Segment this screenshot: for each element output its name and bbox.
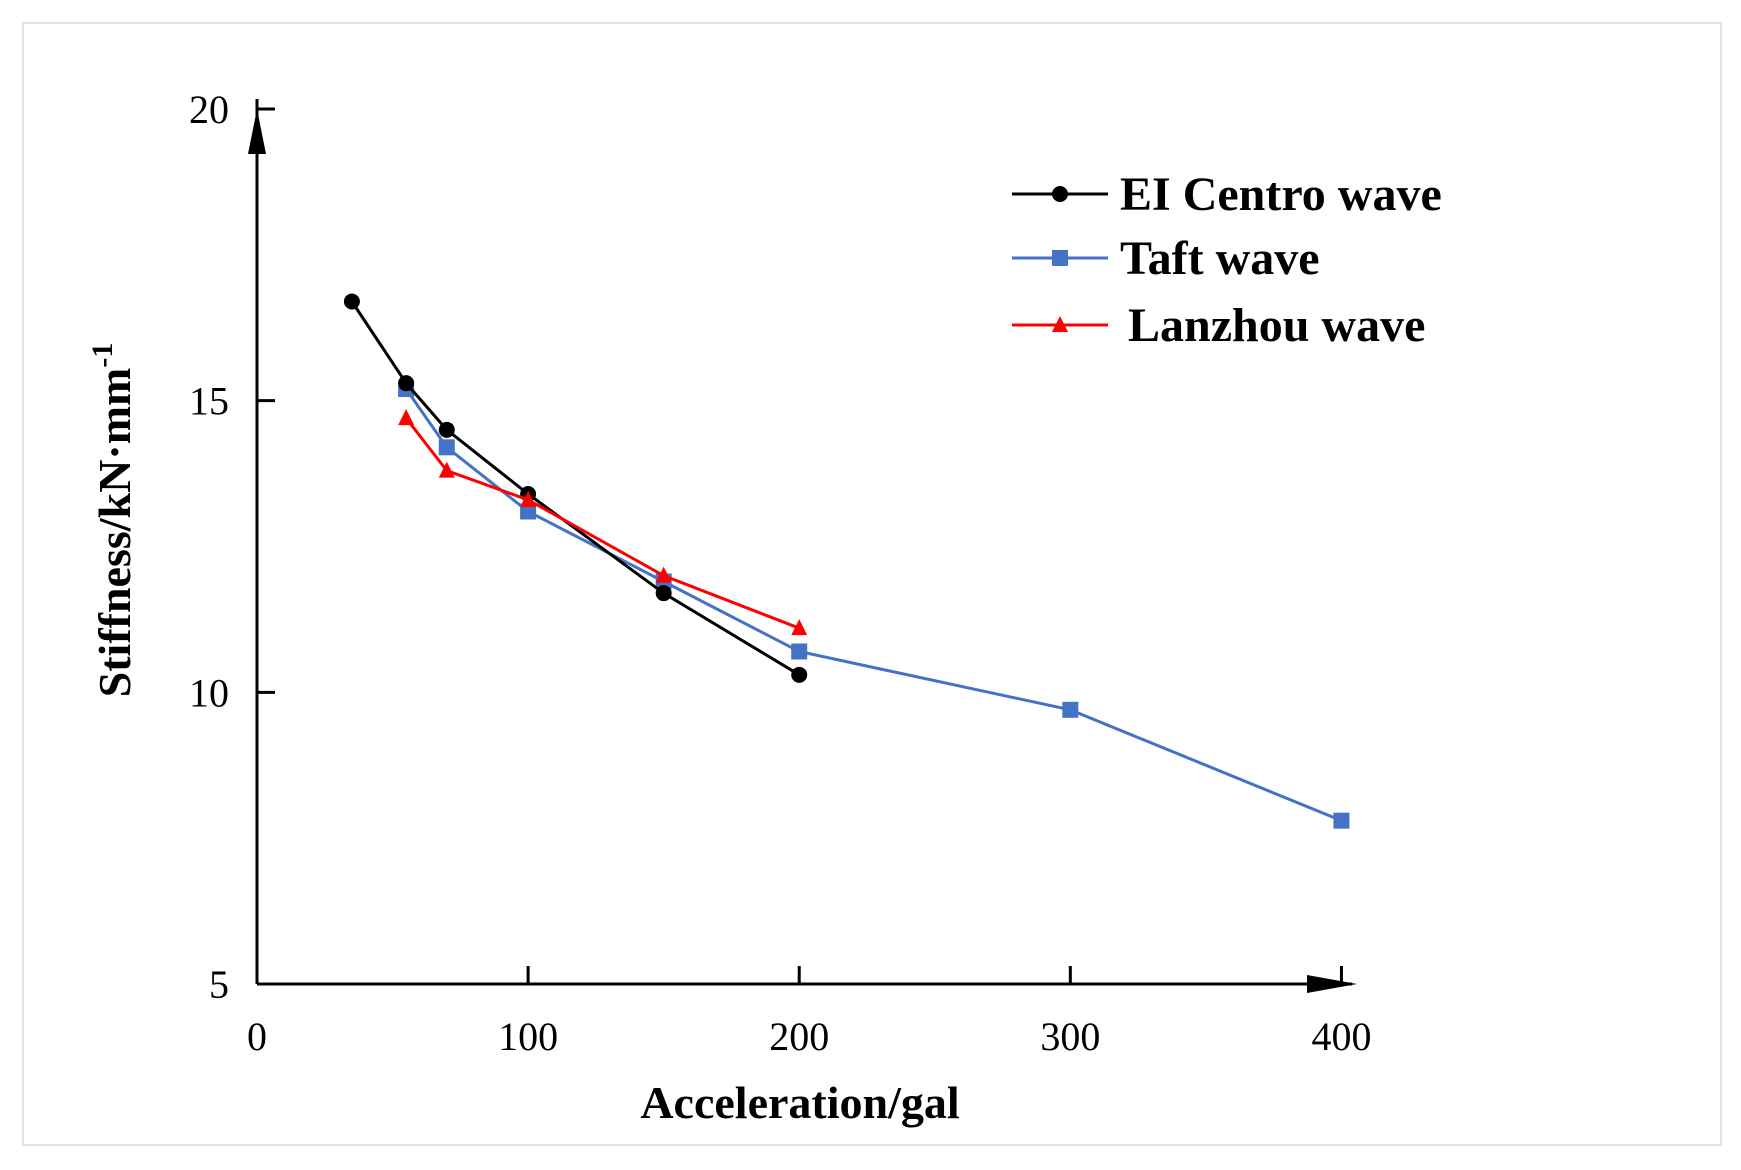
data-point-lanzhou-wave — [520, 490, 537, 507]
legend-label: Taft wave — [1120, 232, 1320, 285]
y-axis-arrow — [248, 109, 266, 154]
data-point-ei-centro-wave — [438, 421, 455, 438]
y-axis-title-main: Stiffness/kN·mm — [89, 368, 140, 698]
data-point-taft-wave — [1333, 812, 1350, 829]
legend-label: EI Centro wave — [1120, 168, 1442, 221]
data-point-taft-wave — [438, 439, 455, 456]
x-tick-label: 200 — [769, 1014, 829, 1059]
data-point-taft-wave — [520, 503, 537, 520]
data-point-lanzhou-wave — [655, 566, 672, 583]
data-point-ei-centro-wave — [655, 585, 672, 602]
chart-frame — [22, 22, 1722, 1146]
series-line-taft-wave — [404, 388, 1343, 823]
series-taft-wave — [398, 381, 1350, 829]
y-tick-label: 20 — [189, 87, 229, 132]
y-tick-label: 5 — [209, 962, 229, 1007]
series-line-ei-centro-wave — [350, 300, 800, 677]
x-tick-label: 100 — [498, 1014, 558, 1059]
y-axis-title-superscript: -1 — [86, 343, 119, 368]
series-lanzhou-wave — [398, 409, 808, 636]
legend-label: Lanzhou wave — [1128, 299, 1425, 352]
x-tick-label: 0 — [247, 1014, 267, 1059]
series-ei-centro-wave — [343, 293, 808, 683]
data-point-ei-centro-wave — [398, 375, 415, 392]
data-point-taft-wave — [1062, 701, 1079, 718]
y-axis-title: Stiffness/kN·mm-1 — [86, 343, 140, 698]
data-point-taft-wave — [791, 643, 808, 660]
x-tick-label: 400 — [1311, 1014, 1371, 1059]
series-layer — [343, 293, 1350, 829]
y-tick-label: 15 — [189, 379, 229, 424]
legend-marker — [1052, 186, 1068, 202]
legend: EI Centro wave Taft wave Lanzhou wave — [1012, 168, 1442, 352]
x-axis-arrow — [1307, 975, 1357, 993]
y-tick-label: 10 — [189, 670, 229, 715]
data-point-lanzhou-wave — [398, 409, 415, 426]
data-point-ei-centro-wave — [343, 293, 360, 310]
legend-item-ei-centro-wave: EI Centro wave — [1012, 168, 1442, 221]
legend-item-taft-wave: Taft wave — [1012, 232, 1320, 285]
legend-item-lanzhou-wave: Lanzhou wave — [1012, 299, 1425, 352]
x-tick-label: 300 — [1040, 1014, 1100, 1059]
legend-marker — [1052, 250, 1068, 266]
data-point-ei-centro-wave — [791, 666, 808, 683]
data-point-lanzhou-wave — [438, 461, 455, 478]
x-axis-title: Acceleration/gal — [640, 1077, 959, 1128]
data-point-lanzhou-wave — [791, 619, 808, 636]
series-line-lanzhou-wave — [404, 417, 800, 630]
legend-marker — [1052, 316, 1068, 332]
